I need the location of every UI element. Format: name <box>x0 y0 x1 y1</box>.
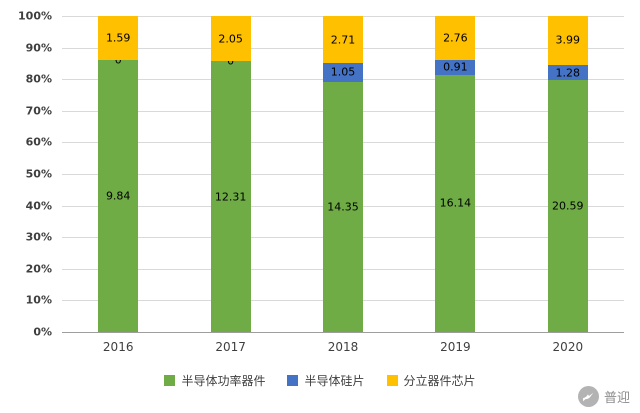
bar-value-label: 1.28 <box>555 66 581 80</box>
y-tick-label: 40% <box>25 199 52 213</box>
x-axis: 2016 2017 2018 2019 2020 <box>62 340 624 354</box>
bar-value-label: 2.76 <box>443 31 468 45</box>
bar-segment: 1.05 <box>322 63 363 82</box>
bar-value-label: 2.71 <box>330 33 356 47</box>
bar-column-2020: 20.59 1.28 3.99 <box>547 16 588 332</box>
bar-value-label: 0 <box>227 54 235 68</box>
bar-column-2019: 16.14 0.91 2.76 <box>435 16 476 332</box>
y-tick-label: 50% <box>25 167 52 181</box>
bar-segment: 3.99 <box>547 16 588 65</box>
x-tick-label: 2019 <box>440 340 471 354</box>
legend-swatch <box>386 375 398 386</box>
bar-value-label: 14.35 <box>327 200 359 214</box>
bar-value-label: 1.59 <box>105 31 131 45</box>
legend-item: 分立器件芯片 <box>386 372 476 389</box>
bar-column-2017: 12.31 0 2.05 <box>210 16 251 332</box>
bar-value-label: 1.05 <box>330 65 356 79</box>
bar-segment: 0.91 <box>435 60 476 75</box>
legend-label: 分立器件芯片 <box>403 374 476 388</box>
x-axis-line <box>62 332 624 333</box>
bar-column-2018: 14.35 1.05 2.71 <box>322 16 363 332</box>
y-tick-label: 10% <box>25 293 52 307</box>
watermark-text: 普迎 <box>603 391 630 406</box>
bar-segment: 12.31 <box>210 61 251 332</box>
y-tick-label: 20% <box>25 262 52 276</box>
bar-value-label: 9.84 <box>105 189 131 203</box>
bar-value-label: 0.91 <box>443 60 468 74</box>
bar-value-label: 0 <box>114 53 122 67</box>
bar-value-label: 20.59 <box>552 199 584 213</box>
x-tick-label: 2017 <box>215 340 246 354</box>
bar-value-label: 3.99 <box>555 33 581 47</box>
legend-item: 半导体硅片 <box>287 372 365 389</box>
y-tick-label: 100% <box>18 9 52 23</box>
bar-segment: 1.28 <box>547 64 588 81</box>
y-axis: 0% 10% 20% 30% 40% 50% 60% 70% 80% 90% 100% <box>0 10 54 339</box>
bar-value-label: 2.05 <box>218 32 243 46</box>
plot-area: 9.84 0 1.59 12.31 0 2.05 14.35 1.05 2.71 16.14 0.9… <box>62 16 624 333</box>
bars: 9.84 0 1.59 12.31 0 2.05 14.35 1.05 2.71 16.14 0.9… <box>62 16 624 332</box>
bar-segment: 2.71 <box>322 16 363 64</box>
bar-value-label: 12.31 <box>214 190 247 204</box>
y-tick-label: 30% <box>25 230 52 244</box>
bar-value-label: 16.14 <box>439 196 472 210</box>
x-tick-label: 2020 <box>552 340 584 354</box>
x-tick-label: 2018 <box>327 340 359 354</box>
bar-segment: 1.59 <box>98 16 139 60</box>
legend-item: 半导体功率器件 <box>164 372 265 389</box>
bar-segment: 16.14 <box>435 74 476 332</box>
bar-segment: 2.05 <box>210 16 251 62</box>
y-tick-label: 60% <box>25 135 52 149</box>
bar-segment: 2.76 <box>435 16 476 61</box>
bar-segment: 20.59 <box>547 80 588 332</box>
legend-label: 半导体功率器件 <box>181 374 266 388</box>
bar-column-2016: 9.84 0 1.59 <box>98 16 139 332</box>
bar-segment: 9.84 <box>98 59 139 332</box>
x-tick-label: 2016 <box>102 340 134 354</box>
y-tick-label: 80% <box>25 72 52 86</box>
bar-segment: 14.35 <box>322 81 363 332</box>
legend-swatch <box>287 375 299 386</box>
y-tick-label: 70% <box>25 104 52 118</box>
watermark: 普迎 <box>577 386 630 407</box>
bird-logo-icon <box>577 386 599 407</box>
y-tick-label: 90% <box>25 41 52 55</box>
legend-swatch <box>164 375 176 386</box>
legend: 半导体功率器件 半导体硅片 分立器件芯片 <box>0 372 640 389</box>
legend-label: 半导体硅片 <box>304 374 365 388</box>
y-tick-label: 0% <box>33 325 52 339</box>
